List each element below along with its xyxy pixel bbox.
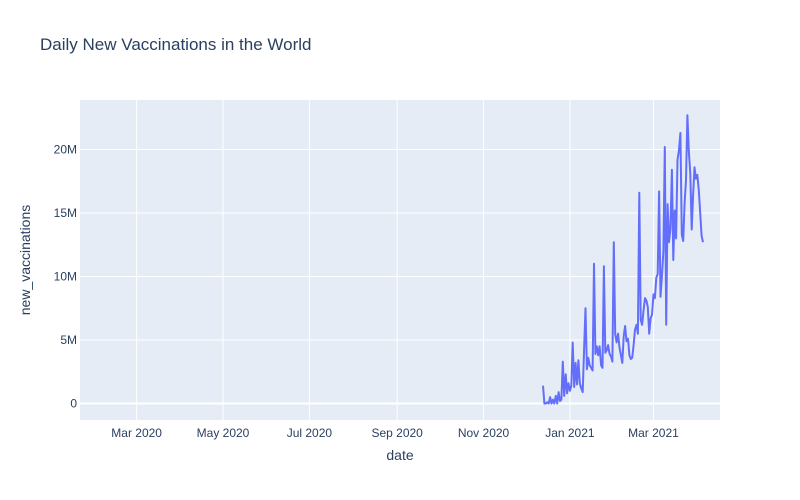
x-tick-label: May 2020 (197, 426, 250, 440)
x-tick-label: Nov 2020 (458, 426, 510, 440)
y-tick-label: 10M (54, 270, 77, 284)
x-tick-label: Mar 2020 (111, 426, 162, 440)
y-tick-label: 0 (70, 396, 77, 410)
tick-labels: Mar 2020 May 2020 Jul 2020 Sep 2020 Nov 2020… (54, 143, 679, 440)
chart-title: Daily New Vaccinations in the World (40, 35, 312, 54)
series-line-new-vaccinations (542, 114, 704, 405)
x-axis-title: date (386, 447, 413, 463)
y-tick-label: 5M (60, 333, 77, 347)
y-axis-title: new_vaccinations (17, 205, 33, 316)
x-tick-label: Jan 2021 (545, 426, 595, 440)
y-tick-label: 15M (54, 206, 77, 220)
x-tick-label: Sep 2020 (371, 426, 423, 440)
plot-area (80, 100, 720, 420)
x-tick-label: Mar 2021 (628, 426, 679, 440)
y-tick-label: 20M (54, 143, 77, 157)
x-tick-label: Jul 2020 (287, 426, 333, 440)
